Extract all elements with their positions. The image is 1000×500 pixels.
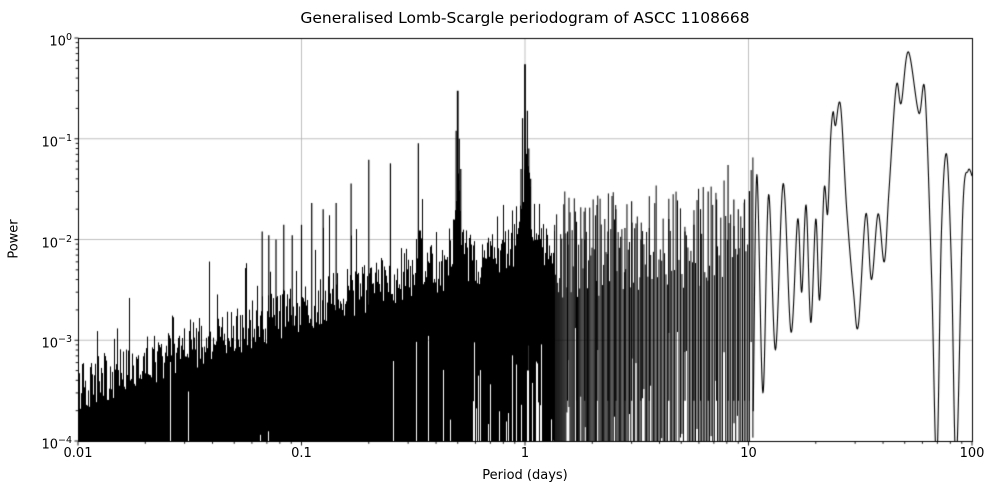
y-axis-label: Power [6,219,22,259]
x-tick-label: 10 [740,446,757,461]
x-axis-label: Period (days) [482,468,568,483]
chart-title: Generalised Lomb-Scargle periodogram of … [300,9,750,27]
x-tick-label: 0.01 [63,446,93,461]
y-tick-label: 10−2 [41,233,72,251]
x-tick-label: 100 [959,446,985,461]
y-tick-label: 100 [49,32,72,50]
y-tick-label: 10−1 [41,132,72,151]
y-tick-label: 10−3 [41,334,72,352]
x-tick-label: 1 [520,446,530,461]
x-tick-label: 0.1 [291,446,312,461]
y-tick-label: 10−4 [41,435,72,453]
